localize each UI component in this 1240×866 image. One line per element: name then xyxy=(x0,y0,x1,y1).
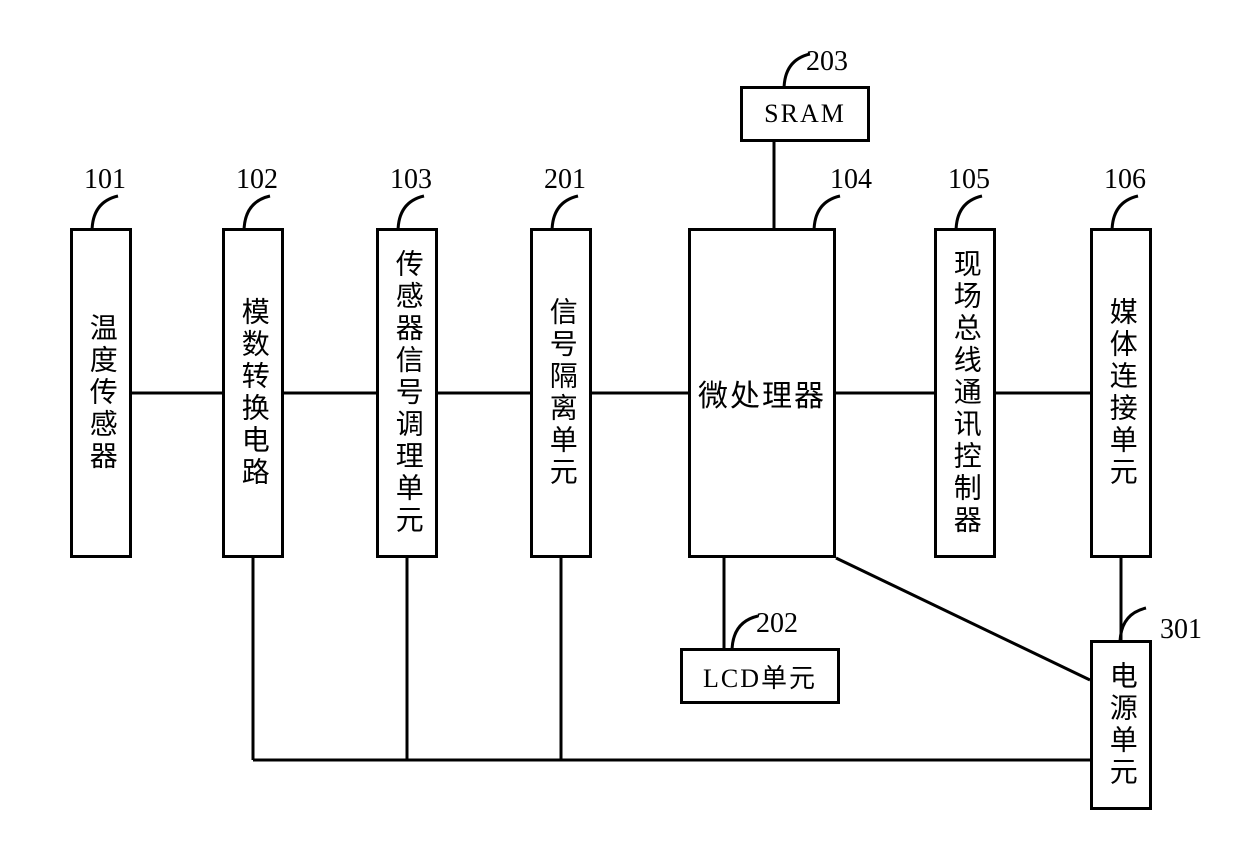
block-temperature-sensor: 温度传感器 xyxy=(70,228,132,558)
block-lcd: LCD单元 xyxy=(680,648,840,704)
block-adc: 模数转换电路 xyxy=(222,228,284,558)
block-fieldbus-controller: 现场总线通讯控制器 xyxy=(934,228,996,558)
ref-202: 202 xyxy=(756,608,798,640)
block-label: 微处理器 xyxy=(698,371,826,415)
ref-301: 301 xyxy=(1160,614,1202,646)
block-label: 媒体连接单元 xyxy=(1104,297,1138,489)
ref-102: 102 xyxy=(236,164,278,196)
block-label: 电源单元 xyxy=(1104,661,1138,789)
block-label: 传感器信号调理单元 xyxy=(390,249,424,537)
ref-201: 201 xyxy=(544,164,586,196)
block-media-connection: 媒体连接单元 xyxy=(1090,228,1152,558)
block-label: LCD单元 xyxy=(703,658,817,695)
block-label: SRAM xyxy=(764,99,846,129)
block-label: 模数转换电路 xyxy=(236,297,270,489)
ref-203: 203 xyxy=(806,46,848,78)
block-microprocessor: 微处理器 xyxy=(688,228,836,558)
ref-101: 101 xyxy=(84,164,126,196)
block-signal-conditioning: 传感器信号调理单元 xyxy=(376,228,438,558)
block-sram: SRAM xyxy=(740,86,870,142)
connectors xyxy=(0,0,1240,866)
block-signal-isolation: 信号隔离单元 xyxy=(530,228,592,558)
ref-106: 106 xyxy=(1104,164,1146,196)
block-label: 温度传感器 xyxy=(84,313,118,473)
block-label: 信号隔离单元 xyxy=(544,297,578,489)
block-label: 现场总线通讯控制器 xyxy=(948,249,982,537)
ref-104: 104 xyxy=(830,164,872,196)
block-power-supply: 电源单元 xyxy=(1090,640,1152,810)
ref-103: 103 xyxy=(390,164,432,196)
ref-105: 105 xyxy=(948,164,990,196)
